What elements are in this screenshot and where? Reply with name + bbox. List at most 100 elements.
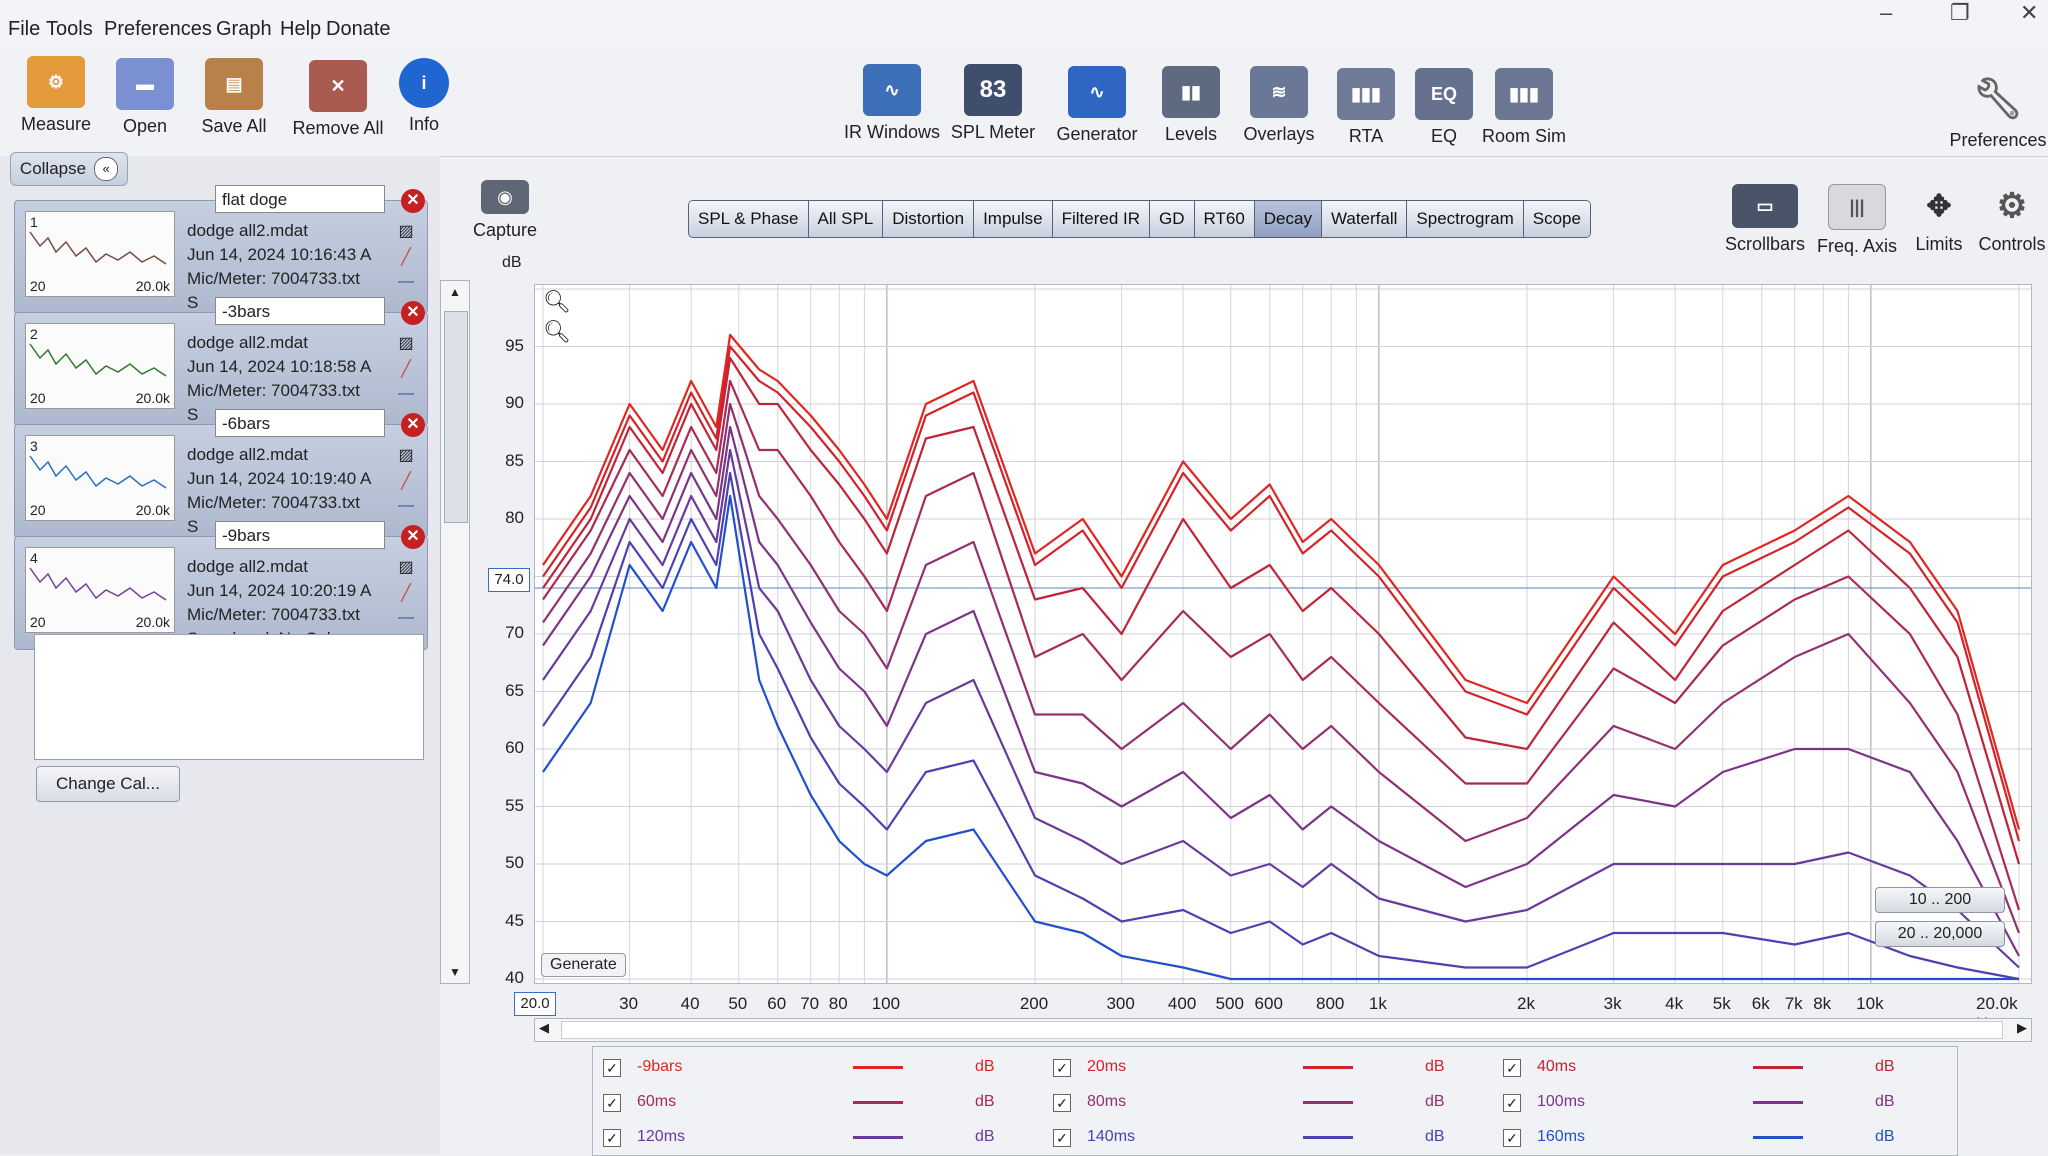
spl-meter-button[interactable]: 83 SPL Meter <box>950 64 1036 143</box>
delete-measurement-icon[interactable]: ✕ <box>401 525 425 549</box>
series-color-swatch[interactable] <box>1303 1101 1353 1104</box>
generate-button[interactable]: Generate <box>541 953 626 977</box>
delete-measurement-icon[interactable]: ✕ <box>401 413 425 437</box>
series-color-swatch[interactable] <box>1753 1101 1803 1104</box>
tab-filtered-ir[interactable]: Filtered IR <box>1052 201 1151 237</box>
minimize-button[interactable]: – <box>1880 0 1893 25</box>
pen-icon[interactable]: ╱ <box>401 361 411 378</box>
series-color-swatch[interactable] <box>1303 1066 1353 1069</box>
measurement-card[interactable]: 2 20 20.0k -3bars ✕ dodge all2.mdat Jun … <box>14 297 428 426</box>
tab-impulse[interactable]: Impulse <box>974 201 1053 237</box>
menu-donate[interactable]: Donate <box>326 18 391 40</box>
capture-button[interactable]: ◉ Capture <box>472 180 538 241</box>
menu-file[interactable]: File <box>8 18 41 40</box>
series-visibility-checkbox[interactable]: ✓ <box>1053 1129 1071 1147</box>
series-visibility-checkbox[interactable]: ✓ <box>1503 1129 1521 1147</box>
line-style-icon[interactable]: — <box>398 497 414 514</box>
notes-area[interactable] <box>34 634 424 760</box>
series-visibility-checkbox[interactable]: ✓ <box>603 1059 621 1077</box>
open-button[interactable]: ▬ Open <box>112 58 178 137</box>
measurement-card[interactable]: 1 20 20.0k flat doge ✕ dodge all2.mdat J… <box>14 185 428 314</box>
menu-tools[interactable]: Tools <box>46 18 93 40</box>
notes-icon[interactable]: ▨ <box>398 559 414 576</box>
measurement-name-field[interactable]: -6bars <box>215 409 385 437</box>
measurement-card[interactable]: 4 20 20.0k -9bars ✕ dodge all2.mdat Jun … <box>14 521 428 650</box>
info-button[interactable]: i Info <box>396 58 452 135</box>
tab-gd[interactable]: GD <box>1150 201 1195 237</box>
hscroll-thumb[interactable] <box>561 1021 2003 1039</box>
pen-icon[interactable]: ╱ <box>401 473 411 490</box>
series-color-swatch[interactable] <box>1753 1066 1803 1069</box>
rta-button[interactable]: ▮▮▮ RTA <box>1334 68 1398 147</box>
zoom-in-icon[interactable]: 🔍︎ <box>543 289 571 314</box>
range-10-200-button[interactable]: 10 .. 200 <box>1875 887 2005 913</box>
collapse-button[interactable]: Collapse « <box>10 152 128 186</box>
eq-button[interactable]: EQ EQ <box>1412 68 1476 147</box>
ir-windows-button[interactable]: ∿ IR Windows <box>842 64 942 143</box>
tab-all-spl[interactable]: All SPL <box>808 201 884 237</box>
levels-button[interactable]: ▮▮ Levels <box>1156 66 1226 145</box>
scroll-up-icon[interactable]: ▲ <box>449 285 461 299</box>
menu-graph[interactable]: Graph <box>216 18 272 40</box>
limits-button[interactable]: ✥ Limits <box>1906 184 1972 255</box>
scroll-left-icon[interactable]: ◀ <box>539 1020 549 1035</box>
decay-graph[interactable]: 🔍︎ 🔍︎ Generate 10 .. 200 20 .. 20,000 <box>534 284 2032 984</box>
range-20-20000-button[interactable]: 20 .. 20,000 <box>1875 921 2005 947</box>
series-visibility-checkbox[interactable]: ✓ <box>1503 1094 1521 1112</box>
notes-icon[interactable]: ▨ <box>398 335 414 352</box>
remove-all-button[interactable]: ✕ Remove All <box>290 60 386 139</box>
scroll-thumb[interactable] <box>444 311 468 523</box>
series-visibility-checkbox[interactable]: ✓ <box>1503 1059 1521 1077</box>
menu-help[interactable]: Help <box>280 18 322 40</box>
measure-button[interactable]: ⚙ Measure <box>18 56 94 135</box>
measurement-name-field[interactable]: -9bars <box>215 521 385 549</box>
series-color-swatch[interactable] <box>853 1101 903 1104</box>
save-all-button[interactable]: ▤ Save All <box>196 58 272 137</box>
pen-icon[interactable]: ╱ <box>401 585 411 602</box>
series-color-swatch[interactable] <box>1753 1136 1803 1139</box>
measurement-thumbnail[interactable]: 1 20 20.0k <box>25 211 175 297</box>
zoom-out-icon[interactable]: 🔍︎ <box>543 319 571 344</box>
freq-axis-button[interactable]: ||| Freq. Axis <box>1814 184 1900 257</box>
graph-hscrollbar[interactable]: ◀ ▶ <box>534 1018 2032 1042</box>
maximize-button[interactable]: ❐ <box>1950 0 1970 25</box>
close-window-button[interactable]: ✕ <box>2020 0 2039 25</box>
overlays-button[interactable]: ≋ Overlays <box>1236 66 1322 145</box>
line-style-icon[interactable]: — <box>398 273 414 290</box>
controls-button[interactable]: ⚙ Controls <box>1976 184 2048 255</box>
delete-measurement-icon[interactable]: ✕ <box>401 189 425 213</box>
tab-rt60[interactable]: RT60 <box>1194 201 1255 237</box>
scroll-right-icon[interactable]: ▶ <box>2017 1020 2027 1035</box>
tab-spl-phase[interactable]: SPL & Phase <box>689 201 809 237</box>
series-visibility-checkbox[interactable]: ✓ <box>1053 1059 1071 1077</box>
scroll-down-icon[interactable]: ▼ <box>449 965 461 979</box>
notes-icon[interactable]: ▨ <box>398 223 414 240</box>
preferences-button[interactable]: 🔧︎ Preferences <box>1948 72 2048 151</box>
line-style-icon[interactable]: — <box>398 385 414 402</box>
change-cal-button[interactable]: Change Cal... <box>36 766 180 802</box>
tab-scope[interactable]: Scope <box>1523 201 1590 237</box>
tab-decay[interactable]: Decay <box>1254 201 1322 237</box>
delete-measurement-icon[interactable]: ✕ <box>401 301 425 325</box>
series-color-swatch[interactable] <box>853 1136 903 1139</box>
generator-button[interactable]: ∿ Generator <box>1052 66 1142 145</box>
line-style-icon[interactable]: — <box>398 609 414 626</box>
tab-spectrogram[interactable]: Spectrogram <box>1407 201 1524 237</box>
series-color-swatch[interactable] <box>853 1066 903 1069</box>
pen-icon[interactable]: ╱ <box>401 249 411 266</box>
tab-distortion[interactable]: Distortion <box>883 201 975 237</box>
series-visibility-checkbox[interactable]: ✓ <box>1053 1094 1071 1112</box>
measurement-card[interactable]: 3 20 20.0k -6bars ✕ dodge all2.mdat Jun … <box>14 409 428 538</box>
measurement-thumbnail[interactable]: 2 20 20.0k <box>25 323 175 409</box>
scrollbars-button[interactable]: ▭ Scrollbars <box>1720 184 1810 255</box>
room-sim-button[interactable]: ▮▮▮ Room Sim <box>1480 68 1568 147</box>
series-visibility-checkbox[interactable]: ✓ <box>603 1129 621 1147</box>
measurement-name-field[interactable]: -3bars <box>215 297 385 325</box>
menu-preferences[interactable]: Preferences <box>104 18 212 40</box>
tab-waterfall[interactable]: Waterfall <box>1321 201 1408 237</box>
measurement-thumbnail[interactable]: 4 20 20.0k <box>25 547 175 633</box>
series-visibility-checkbox[interactable]: ✓ <box>603 1094 621 1112</box>
series-color-swatch[interactable] <box>1303 1136 1353 1139</box>
measurement-name-field[interactable]: flat doge <box>215 185 385 213</box>
measurement-thumbnail[interactable]: 3 20 20.0k <box>25 435 175 521</box>
